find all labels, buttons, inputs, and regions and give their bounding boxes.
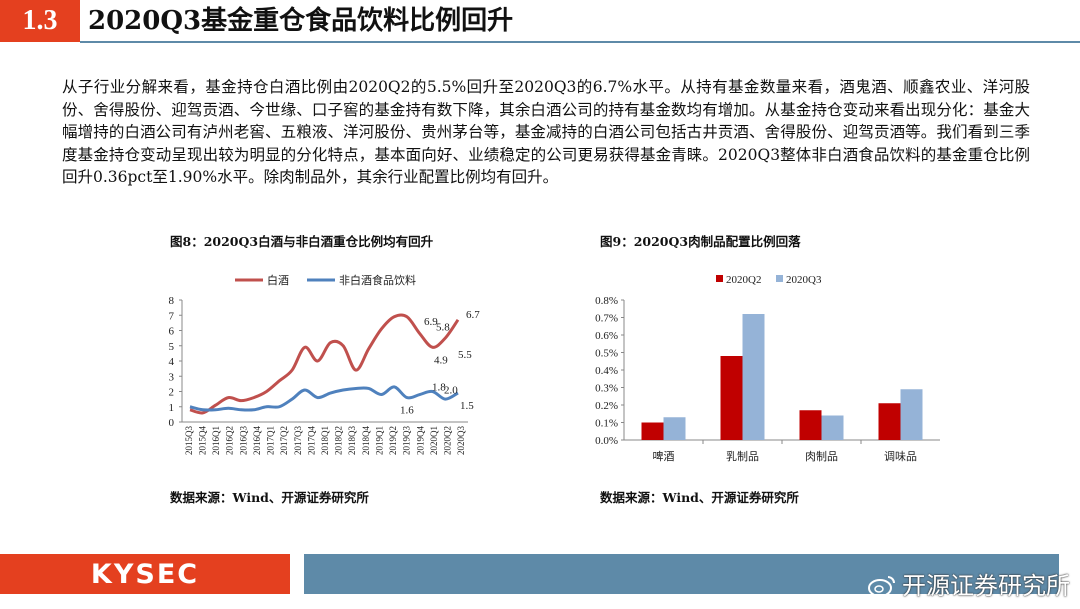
line-chart: 白酒 非白酒食品饮料 0 1 2 3 4 5 6 7 8 2015Q3 2015Q4 2016Q1 2016… bbox=[169, 273, 481, 455]
data-label: 5.5 bbox=[458, 349, 472, 361]
y-tick-label: 2 bbox=[169, 387, 175, 399]
data-label: 1.8 bbox=[432, 382, 446, 394]
series-line-1 bbox=[189, 385, 459, 412]
legend-swatch-1 bbox=[776, 275, 783, 282]
data-label: 6.7 bbox=[466, 309, 480, 321]
legend-label-0: 白酒 bbox=[267, 273, 289, 287]
x-tick-label: 2015Q3 bbox=[184, 426, 194, 455]
y-tick-label: 3 bbox=[169, 371, 175, 383]
x-tick-label: 2017Q1 bbox=[266, 426, 276, 455]
x-tick-label: 2017Q4 bbox=[306, 426, 316, 455]
x-tick-label: 2018Q1 bbox=[320, 426, 330, 455]
bar-2020Q2-肉制品 bbox=[799, 410, 822, 440]
bar-2020Q2-调味品 bbox=[878, 403, 901, 440]
figure8-title: 图8：2020Q3白酒与非白酒重仓比例均有回升 bbox=[170, 234, 434, 249]
y-tick-label: 0.8% bbox=[595, 295, 618, 307]
x-tick-label: 2019Q3 bbox=[402, 426, 412, 455]
x-tick-label: 2019Q4 bbox=[415, 426, 425, 455]
x-tick-label: 2020Q3 bbox=[456, 426, 466, 455]
y-tick-label: 0.4% bbox=[595, 365, 618, 377]
x-tick-label: 2016Q3 bbox=[238, 426, 248, 455]
data-label: 6.9 bbox=[424, 316, 438, 328]
data-label: 1.5 bbox=[460, 400, 474, 412]
footer-bar bbox=[304, 554, 1059, 594]
figure9-source: 数据来源：Wind、开源证券研究所 bbox=[600, 490, 799, 505]
y-tick-label: 6 bbox=[169, 326, 175, 338]
page-title: 2020Q3基金重仓食品饮料比例回升 bbox=[88, 6, 514, 36]
y-tick-label: 0.1% bbox=[595, 418, 618, 430]
bar-chart: 2020Q2 2020Q3 0.0% 0.1% 0.2% 0.3% 0.4% 0.5% 0.6%… bbox=[595, 274, 940, 463]
y-tick-label: 0.2% bbox=[595, 400, 618, 412]
y-tick-label: 8 bbox=[169, 295, 175, 307]
x-tick-label: 肉制品 bbox=[805, 450, 838, 463]
figure9-title: 图9：2020Q3肉制品配置比例回落 bbox=[600, 234, 801, 249]
data-label: 1.6 bbox=[400, 405, 414, 417]
y-tick-label: 0.0% bbox=[595, 435, 618, 447]
data-label: 5.8 bbox=[436, 322, 450, 334]
kysec-logo: KYSEC bbox=[90, 559, 200, 590]
series-line-0 bbox=[189, 313, 460, 415]
weibo-icon bbox=[868, 576, 895, 597]
legend-label-0: 2020Q2 bbox=[726, 274, 761, 286]
x-tick-label: 调味品 bbox=[884, 450, 917, 463]
y-tick-label: 0.7% bbox=[595, 313, 618, 325]
bar-2020Q2-乳制品 bbox=[720, 356, 743, 440]
x-tick-label: 2019Q1 bbox=[374, 426, 384, 455]
data-label: 2.0 bbox=[444, 385, 458, 397]
legend-swatch-0 bbox=[716, 275, 723, 282]
x-tick-label: 2020Q1 bbox=[429, 426, 439, 455]
x-tick-label: 2015Q4 bbox=[197, 426, 207, 455]
x-tick-label: 乳制品 bbox=[726, 450, 759, 463]
y-tick-label: 0.6% bbox=[595, 330, 618, 342]
y-tick-label: 0.5% bbox=[595, 348, 618, 360]
x-tick-label: 2017Q2 bbox=[279, 426, 289, 455]
data-label: 4.9 bbox=[434, 354, 448, 366]
bar-2020Q3-啤酒 bbox=[663, 417, 686, 440]
watermark-text: 开源证券研究所 bbox=[902, 572, 1070, 600]
body-paragraph: 从子行业分解来看，基金持仓白酒比例由2020Q2的5.5%回升至2020Q3的6… bbox=[62, 78, 1030, 186]
legend-label-1: 非白酒食品饮料 bbox=[339, 273, 416, 287]
x-tick-label: 2019Q2 bbox=[388, 426, 398, 455]
x-tick-label: 2018Q2 bbox=[334, 426, 344, 455]
x-tick-label: 2016Q2 bbox=[225, 426, 235, 455]
bar-2020Q2-啤酒 bbox=[641, 422, 664, 440]
section-number: 1.3 bbox=[0, 0, 80, 42]
y-tick-label: 4 bbox=[169, 356, 175, 368]
y-tick-label: 0.3% bbox=[595, 383, 618, 395]
title-divider bbox=[80, 41, 1080, 43]
bar-2020Q3-乳制品 bbox=[742, 314, 765, 440]
bar-2020Q3-肉制品 bbox=[821, 415, 844, 440]
y-tick-label: 7 bbox=[169, 310, 175, 322]
x-tick-label: 2018Q3 bbox=[347, 426, 357, 455]
bar-2020Q3-调味品 bbox=[900, 389, 923, 440]
legend-label-1: 2020Q3 bbox=[786, 274, 822, 286]
x-tick-label: 2020Q2 bbox=[443, 426, 453, 455]
figure8-source: 数据来源：Wind、开源证券研究所 bbox=[170, 490, 369, 505]
x-tick-label: 啤酒 bbox=[653, 449, 675, 463]
y-tick-label: 5 bbox=[169, 341, 175, 353]
x-tick-label: 2018Q4 bbox=[361, 426, 371, 455]
x-tick-label: 2017Q3 bbox=[293, 426, 303, 455]
x-tick-label: 2016Q1 bbox=[211, 426, 221, 455]
footer-brand-bar bbox=[0, 554, 290, 594]
watermark: 开源证券研究所 bbox=[868, 566, 1070, 601]
x-tick-label: 2016Q4 bbox=[252, 426, 262, 455]
y-tick-label: 0 bbox=[169, 417, 175, 429]
y-tick-label: 1 bbox=[169, 402, 175, 414]
